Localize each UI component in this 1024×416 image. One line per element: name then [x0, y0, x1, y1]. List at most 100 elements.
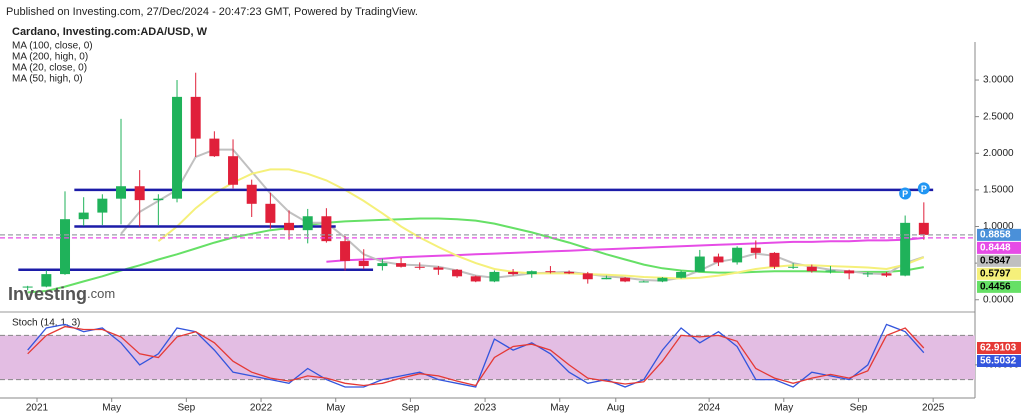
candle-body — [116, 186, 127, 199]
candle-body — [564, 271, 575, 274]
x-tick-label: 2025 — [922, 403, 945, 414]
marker-label: P — [902, 189, 908, 199]
candle-body — [228, 156, 239, 185]
legend-entry: MA (50, high, 0) — [12, 74, 83, 85]
price-label: 62.9103 — [980, 343, 1017, 354]
candle-body — [526, 271, 537, 275]
price-label-box — [977, 228, 1021, 241]
candle-body — [78, 212, 89, 220]
candle-body — [582, 273, 593, 280]
candle-body — [470, 276, 481, 282]
candle-body — [302, 216, 313, 231]
y-tick-label: 1.0000 — [983, 221, 1014, 232]
candle-body — [769, 252, 780, 267]
candle-body — [676, 271, 687, 278]
candle-body — [508, 271, 519, 275]
stoch-line — [27, 325, 925, 387]
candle-body — [60, 219, 71, 275]
candle-body — [321, 216, 332, 242]
candle-body — [806, 266, 817, 272]
marker — [917, 182, 930, 195]
legend-entry: MA (100, close, 0) — [12, 41, 93, 52]
candle-body — [358, 260, 369, 267]
x-tick-label: 2024 — [698, 403, 721, 414]
candle-body — [433, 267, 444, 270]
x-tick-label: May — [774, 403, 793, 414]
price-label: 0.8858 — [980, 230, 1011, 241]
candle-body — [284, 222, 295, 231]
x-tick-label: 2022 — [250, 403, 273, 414]
candle-body — [657, 277, 668, 282]
published-note: Published on Investing.com, 27/Dec/2024 … — [6, 6, 418, 18]
legend-entry: MA (20, close, 0) — [12, 63, 87, 74]
price-label: 0.5847 — [980, 256, 1011, 267]
candle-body — [134, 186, 145, 201]
price-label-box — [977, 267, 1021, 280]
y-tick-label: 1.5000 — [983, 185, 1014, 196]
legend-entry: MA (200, high, 0) — [12, 52, 88, 63]
candle-body — [788, 266, 799, 268]
price-label-box — [977, 254, 1021, 267]
candle-body — [545, 271, 556, 273]
ma-line — [326, 236, 924, 263]
price-label: 0.5797 — [980, 269, 1011, 280]
watermark-brand: Investing — [8, 284, 87, 304]
candle-body — [620, 277, 631, 282]
candle-body — [601, 277, 612, 280]
x-tick-label: May — [550, 403, 569, 414]
candle-body — [862, 273, 873, 275]
price-label: 0.4456 — [980, 282, 1011, 293]
x-tick-label: 2021 — [26, 403, 49, 414]
price-label-box — [977, 241, 1021, 254]
candle-body — [209, 138, 220, 157]
candle-body — [265, 203, 276, 223]
symbol: Cardano, Investing.com:ADA/USD, W — [12, 26, 208, 38]
candle-body — [414, 266, 425, 268]
candle-body — [22, 286, 33, 288]
watermark-suffix: .com — [87, 286, 115, 301]
y-tick-label: 2.0000 — [983, 148, 1014, 159]
candle-body — [918, 222, 929, 235]
x-tick-label: 2023 — [474, 403, 497, 414]
candle-body — [396, 263, 407, 267]
pane-title: Stoch (14, 1, 3) — [12, 318, 80, 329]
candle-body — [41, 274, 52, 287]
stoch-line — [27, 323, 925, 388]
price-label: 56.5032 — [980, 356, 1017, 367]
y-tick-label: 3.0000 — [983, 75, 1014, 86]
candle-body — [340, 241, 351, 261]
marker-label: P — [921, 184, 927, 194]
x-tick-label: Sep — [402, 403, 420, 414]
price-label-box — [977, 341, 1021, 354]
price-label-box — [977, 280, 1021, 293]
x-tick-label: Aug — [607, 403, 625, 414]
x-tick-label: May — [326, 403, 345, 414]
candle-body — [881, 273, 892, 276]
candle-body — [732, 247, 743, 263]
x-tick-label: May — [102, 403, 121, 414]
price-label-box — [977, 354, 1021, 367]
candle-body — [452, 269, 463, 277]
ma-line — [27, 217, 924, 294]
ma-line — [120, 148, 925, 282]
y-tick-label: 2.5000 — [983, 111, 1014, 122]
candle-body — [713, 256, 724, 263]
y-tick-label: 0.0000 — [983, 294, 1014, 305]
x-tick-label: Sep — [177, 403, 195, 414]
x-tick-label: Sep — [850, 403, 868, 414]
candle-body — [172, 96, 183, 199]
candle-body — [694, 256, 705, 272]
candle-body — [190, 96, 201, 139]
candle-body — [844, 270, 855, 274]
candle-body — [377, 263, 388, 267]
candle-body — [97, 198, 108, 213]
candle-body — [246, 184, 257, 204]
price-label: 0.8448 — [980, 243, 1011, 254]
ma-line — [157, 168, 925, 280]
marker — [899, 187, 912, 200]
candle-body — [900, 222, 911, 276]
candle-body — [825, 270, 836, 272]
watermark: Investing.com — [8, 284, 115, 304]
candle-body — [489, 271, 500, 282]
